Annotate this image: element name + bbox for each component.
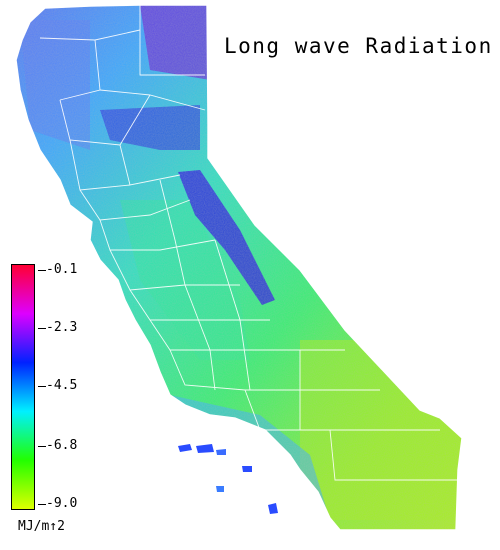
island xyxy=(268,503,278,514)
map-title: Long wave Radiation xyxy=(224,34,493,58)
color-scale-bar xyxy=(11,264,35,510)
channel-islands xyxy=(178,444,278,514)
unit-label: MJ/m↑2 xyxy=(18,519,65,534)
island xyxy=(178,444,192,452)
county-line xyxy=(149,319,345,351)
county-line xyxy=(59,94,151,146)
legend-tick xyxy=(38,327,46,329)
island xyxy=(216,486,224,492)
county-boundaries xyxy=(39,5,460,481)
legend-tick-label: -9.0 xyxy=(46,496,78,511)
county-line xyxy=(79,189,191,221)
legend-tick xyxy=(38,446,46,448)
county-line xyxy=(184,284,216,391)
legend-tick-label: -4.5 xyxy=(46,377,78,393)
legend-tick-label: -6.8 xyxy=(46,438,78,454)
county-line xyxy=(159,179,186,286)
legend-tick xyxy=(38,504,46,505)
county-line xyxy=(129,289,270,321)
island xyxy=(216,449,226,455)
legend-tick-label: -0.1 xyxy=(46,262,78,277)
california-outline xyxy=(15,4,463,531)
island xyxy=(242,466,252,472)
county-line xyxy=(99,219,216,251)
county-line xyxy=(259,429,301,481)
county-line xyxy=(109,249,240,291)
legend-tick xyxy=(38,270,46,271)
county-line xyxy=(244,389,440,431)
county-line xyxy=(139,5,205,76)
legend-tick xyxy=(38,385,46,387)
county-line xyxy=(329,429,460,481)
island xyxy=(196,444,214,453)
county-line xyxy=(214,239,251,391)
legend-tick-label: -2.3 xyxy=(46,319,78,335)
